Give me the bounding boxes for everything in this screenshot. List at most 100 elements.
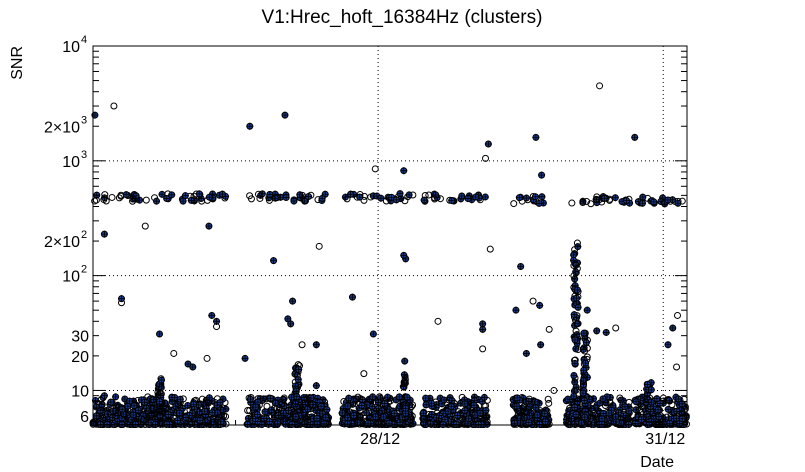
data-point xyxy=(157,376,165,384)
data-point xyxy=(512,306,520,314)
data-point xyxy=(571,359,579,367)
data-point xyxy=(572,410,580,418)
data-point xyxy=(323,406,331,414)
data-point xyxy=(392,196,400,204)
data-point xyxy=(266,190,274,198)
data-point xyxy=(422,401,430,409)
data-point xyxy=(579,389,587,397)
data-points xyxy=(89,82,690,429)
data-point xyxy=(246,395,254,403)
data-point xyxy=(157,384,165,392)
data-point xyxy=(580,329,588,337)
data-point xyxy=(112,407,120,415)
data-point xyxy=(470,401,478,409)
data-point xyxy=(265,418,273,426)
y-tick-exponent: 4 xyxy=(81,34,87,46)
data-point xyxy=(163,420,171,428)
data-point xyxy=(544,395,552,403)
y-tick-label: 10 xyxy=(62,39,80,56)
data-point xyxy=(673,311,681,319)
data-point xyxy=(284,407,292,415)
data-point xyxy=(573,294,581,302)
data-point xyxy=(572,261,580,269)
data-point xyxy=(213,323,221,331)
data-point xyxy=(579,377,587,385)
data-point xyxy=(538,193,546,201)
data-point xyxy=(486,245,494,253)
data-point xyxy=(265,196,273,204)
data-point xyxy=(400,251,408,259)
data-point xyxy=(464,195,472,203)
data-point xyxy=(306,401,314,409)
data-point xyxy=(678,400,686,408)
data-point xyxy=(664,405,672,413)
data-point xyxy=(532,404,540,412)
data-point xyxy=(606,398,614,406)
data-point xyxy=(616,394,624,402)
data-point xyxy=(531,193,539,201)
data-point xyxy=(205,222,213,230)
data-point xyxy=(280,394,288,402)
chart-title: V1:Hrec_hoft_16384Hz (clusters) xyxy=(262,7,543,28)
y-tick-label: 10 xyxy=(62,154,80,171)
data-point xyxy=(292,385,300,393)
data-point xyxy=(158,190,166,198)
data-point xyxy=(631,133,639,141)
data-point xyxy=(598,420,606,428)
data-point xyxy=(435,417,443,425)
data-point xyxy=(538,171,546,179)
data-point xyxy=(309,401,317,409)
data-point xyxy=(281,111,289,119)
data-point xyxy=(176,395,184,403)
data-point xyxy=(482,154,490,162)
data-point xyxy=(545,399,553,407)
data-point xyxy=(204,398,212,406)
data-point xyxy=(385,419,393,427)
data-point xyxy=(312,341,320,349)
data-point xyxy=(372,413,380,421)
x-tick-label: 28/12 xyxy=(360,431,400,448)
data-point xyxy=(461,400,469,408)
data-point xyxy=(405,191,413,199)
data-point xyxy=(381,400,389,408)
data-point xyxy=(113,402,121,410)
data-point xyxy=(203,354,211,362)
data-point xyxy=(175,409,183,417)
data-point xyxy=(593,196,601,204)
data-point xyxy=(541,418,549,426)
data-point xyxy=(520,414,528,422)
data-point xyxy=(278,413,286,421)
data-point xyxy=(448,197,456,205)
data-point xyxy=(465,415,473,423)
y-tick-label: 30 xyxy=(71,329,89,346)
data-point xyxy=(295,365,303,373)
data-point xyxy=(439,420,447,428)
data-point xyxy=(216,398,224,406)
data-point xyxy=(622,197,630,205)
data-point xyxy=(479,325,487,333)
data-point xyxy=(612,324,620,332)
data-point xyxy=(401,379,409,387)
data-point xyxy=(419,415,427,423)
data-point xyxy=(425,191,433,199)
data-point xyxy=(190,196,198,204)
data-point xyxy=(139,416,147,424)
data-point xyxy=(156,330,164,338)
data-point xyxy=(664,341,672,349)
data-point xyxy=(482,406,490,414)
data-point xyxy=(208,311,216,319)
data-point xyxy=(664,196,672,204)
data-point xyxy=(447,403,455,411)
data-point xyxy=(153,197,161,205)
data-point xyxy=(532,133,540,141)
data-point xyxy=(348,293,356,301)
data-point xyxy=(605,409,613,417)
data-point xyxy=(602,328,610,336)
data-point xyxy=(574,303,582,311)
data-point xyxy=(675,395,683,403)
data-point xyxy=(288,393,296,401)
data-point xyxy=(579,346,587,354)
data-point xyxy=(647,386,655,394)
data-point xyxy=(664,396,672,404)
data-point xyxy=(320,420,328,428)
